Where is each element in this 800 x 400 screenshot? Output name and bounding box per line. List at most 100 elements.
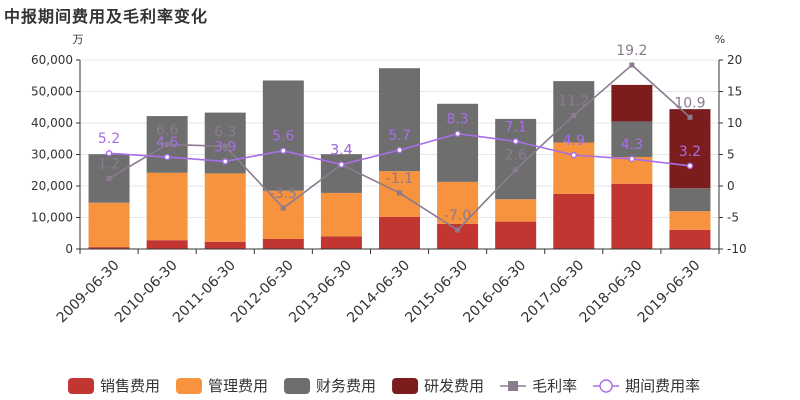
data-label-期间费用率: 5.7 [388,128,410,144]
data-label-毛利率: 11.2 [558,93,589,109]
bar-管理费用 [146,172,188,241]
point-毛利率 [687,114,693,120]
data-label-期间费用率: 3.4 [330,143,352,159]
point-毛利率 [280,205,286,211]
data-label-毛利率: -7.0 [444,208,471,224]
data-label-毛利率: 2.6 [505,148,527,164]
y-left-tick-label: 0 [65,242,73,256]
bar-管理费用 [669,211,711,230]
y-left-tick-label: 60,000 [31,53,73,67]
point-毛利率 [571,112,577,118]
y-right-tick-label: -10 [727,242,747,256]
data-label-毛利率: 1.2 [98,156,120,172]
bar-财务费用 [437,103,479,182]
point-毛利率 [106,175,112,181]
bar-财务费用 [611,121,653,158]
bar-销售费用 [262,238,304,249]
point-期间费用率 [222,158,229,165]
point-毛利率 [513,167,519,173]
data-label-毛利率: -3.5 [270,186,297,202]
bar-财务费用 [553,81,595,143]
legend-swatch-研发费用 [392,378,419,394]
data-label-期间费用率: 7.1 [505,119,527,135]
bar-财务费用 [379,68,420,172]
bar-研发费用 [611,84,653,122]
point-期间费用率 [686,162,694,170]
bar-管理费用 [553,142,595,194]
bar-财务费用 [320,154,362,193]
point-毛利率 [455,227,461,233]
y-right-tick-label: -5 [727,211,739,225]
data-label-期间费用率: 4.3 [621,137,643,153]
y-left-tick-label: 10,000 [31,211,73,225]
bar-销售费用 [146,240,188,249]
point-毛利率 [222,143,228,149]
bar-财务费用 [669,188,711,212]
bar-销售费用 [611,183,653,249]
legend-label-财务费用: 财务费用 [316,377,376,395]
legend-label-期间费用率: 期间费用率 [625,377,700,395]
data-label-毛利率: 6.6 [156,122,178,138]
y-right-tick-label: 0 [727,179,735,193]
data-label-毛利率: 10.9 [674,95,705,111]
bar-管理费用 [204,173,246,242]
data-label-毛利率: -1.1 [386,171,413,187]
point-毛利率 [629,62,635,68]
bar-销售费用 [88,247,130,249]
y-right-unit: % [715,33,725,46]
data-label-期间费用率: 5.6 [272,129,294,145]
legend-label-研发费用: 研发费用 [424,377,484,395]
y-left-tick-label: 50,000 [31,85,73,99]
point-期间费用率 [163,153,171,161]
bar-销售费用 [495,221,537,249]
data-label-期间费用率: 4.6 [156,135,178,151]
legend-label-销售费用: 销售费用 [100,377,160,395]
data-label-期间费用率: 8.3 [446,112,468,128]
data-label-毛利率: 3.4 [330,143,352,159]
bar-管理费用 [495,199,537,222]
point-毛利率 [164,141,170,147]
x-tick-label: 2019-06-30 [635,257,704,326]
point-期间费用率 [280,147,287,154]
bar-销售费用 [320,236,362,249]
point-期间费用率 [338,161,345,168]
data-label-期间费用率: 3.9 [214,139,236,155]
legend-marker-毛利率 [508,381,519,391]
bar-销售费用 [553,193,595,249]
y-left-tick-label: 40,000 [31,116,73,130]
legend-swatch-销售费用 [68,378,94,394]
legend-swatch-财务费用 [284,378,311,394]
y-right-tick-label: 20 [727,53,742,67]
chart-title: 中报期间费用及毛利率变化 [4,7,209,26]
bar-销售费用 [437,223,479,249]
legend-marker-期间费用率 [599,379,613,393]
legend-label-管理费用: 管理费用 [208,377,268,395]
bar-管理费用 [88,202,130,248]
point-期间费用率 [105,150,113,157]
data-label-毛利率: 6.3 [214,124,236,140]
data-label-期间费用率: 5.2 [98,131,120,147]
point-期间费用率 [512,138,519,145]
y-left-unit: 万 [73,33,84,46]
bar-销售费用 [379,216,420,249]
bar-财务费用 [495,118,537,200]
bar-管理费用 [320,192,362,237]
data-label-期间费用率: 4.9 [563,133,585,149]
bar-销售费用 [669,229,711,249]
point-期间费用率 [396,146,403,154]
bar-销售费用 [204,241,246,249]
y-right-tick-label: 5 [727,148,735,162]
y-right-tick-label: 10 [727,116,742,130]
y-left-tick-label: 30,000 [31,148,73,162]
point-期间费用率 [628,155,636,163]
data-label-期间费用率: 3.2 [679,144,701,160]
y-left-tick-label: 20,000 [31,179,73,193]
bar-财务费用 [262,80,304,191]
point-毛利率 [397,190,402,196]
bar-研发费用 [669,109,711,189]
legend-label-毛利率: 毛利率 [532,377,577,395]
legend-swatch-管理费用 [176,378,203,394]
data-label-毛利率: 19.2 [616,43,647,59]
point-期间费用率 [570,151,577,159]
